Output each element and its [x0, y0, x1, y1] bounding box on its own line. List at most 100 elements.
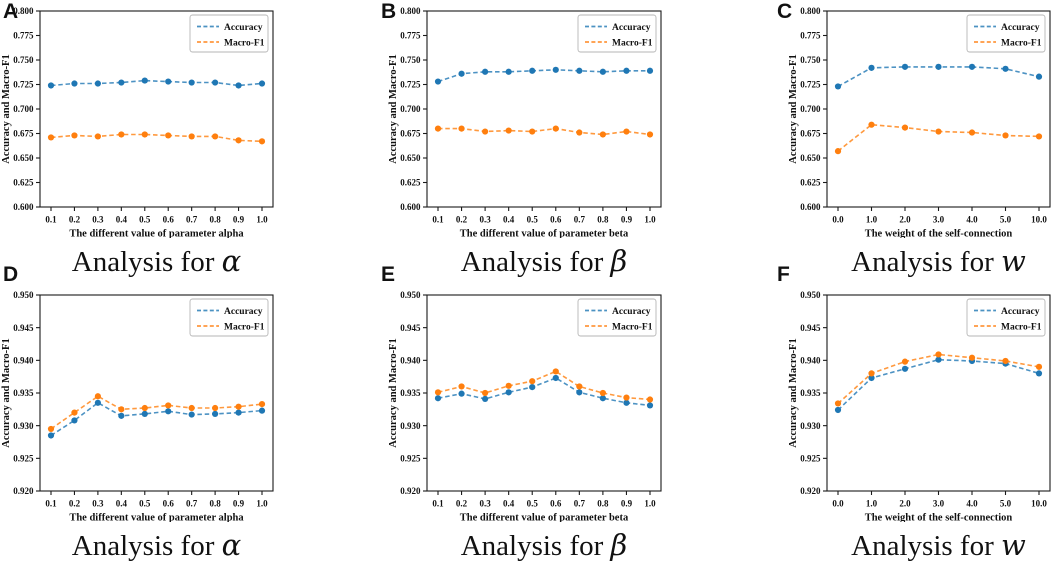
line-chart-w-bottom: 0.920 0.925 0.930 0.935 0.940 0.945 0.950 0.0 1.…	[788, 290, 1051, 523]
svg-text:0.3: 0.3	[479, 499, 491, 509]
y-axis-title: Accuracy and Macro-F1	[388, 338, 399, 447]
series-accuracy	[47, 77, 266, 89]
caption-text: Analysis for	[851, 530, 1001, 562]
x-axis-title: The different value of parameter alpha	[69, 513, 244, 523]
chart-cell-d: D 0.920 0.925 0.930 0.935 0.940 0.945 0.950 0.1…	[0, 264, 350, 568]
x-axis: 0.0 1.0 2.0 3.0 4.0 5.0 10.0	[832, 207, 1047, 225]
panel-label-d: D	[3, 263, 19, 286]
chart-cell-c: C 0.600 0.625 0.650 0.675 0.700 0.725 0.750 0.7…	[702, 0, 1052, 284]
svg-text:0.600: 0.600	[400, 202, 421, 212]
svg-text:2.0: 2.0	[899, 499, 911, 509]
svg-text:0.2: 0.2	[69, 215, 81, 225]
panel-label-c: C	[777, 0, 793, 23]
svg-text:0.650: 0.650	[800, 153, 821, 163]
chart-cell-e: E 0.920 0.925 0.930 0.935 0.940 0.945 0.950 0.1…	[351, 264, 701, 568]
svg-text:0.945: 0.945	[400, 323, 421, 333]
svg-text:0.6: 0.6	[163, 499, 175, 509]
svg-text:0.950: 0.950	[13, 290, 34, 300]
svg-text:1.0: 1.0	[256, 215, 268, 225]
x-axis: 0.1 0.2 0.3 0.4 0.5 0.6 0.7 0.8 0.9 1.0	[45, 491, 268, 509]
y-axis: 0.600 0.625 0.650 0.675 0.700 0.725 0.750 0.775…	[13, 6, 40, 212]
svg-text:4.0: 4.0	[966, 499, 978, 509]
svg-text:0.935: 0.935	[400, 388, 421, 398]
svg-text:1.0: 1.0	[644, 215, 656, 225]
svg-text:0.5: 0.5	[139, 499, 151, 509]
svg-text:0.625: 0.625	[800, 178, 821, 188]
y-axis-title: Accuracy and Macro-F1	[1, 338, 12, 447]
y-axis: 0.920 0.925 0.930 0.935 0.940 0.945 0.950	[400, 290, 427, 496]
panel-label-e: E	[381, 263, 396, 286]
svg-text:0.675: 0.675	[800, 129, 821, 139]
svg-text:0.0: 0.0	[832, 499, 844, 509]
svg-text:3.0: 3.0	[933, 215, 945, 225]
svg-text:0.8: 0.8	[209, 215, 221, 225]
y-axis: 0.920 0.925 0.930 0.935 0.940 0.945 0.950	[800, 290, 827, 496]
svg-text:0.650: 0.650	[400, 153, 421, 163]
x-axis: 0.1 0.2 0.3 0.4 0.5 0.6 0.7 0.8 0.9 1.0	[45, 207, 268, 225]
svg-text:Macro-F1: Macro-F1	[1001, 38, 1042, 48]
svg-text:0.7: 0.7	[574, 499, 586, 509]
svg-text:0.775: 0.775	[800, 31, 821, 41]
svg-text:Accuracy: Accuracy	[224, 307, 263, 317]
svg-text:1.0: 1.0	[644, 499, 656, 509]
series-accuracy	[434, 374, 654, 409]
caption-w-top: Analysis for w	[827, 238, 1050, 284]
svg-text:0.8: 0.8	[209, 499, 221, 509]
legend: Accuracy Macro-F1	[189, 14, 269, 53]
svg-text:Accuracy: Accuracy	[612, 23, 651, 33]
svg-text:0.600: 0.600	[13, 202, 34, 212]
svg-text:0.7: 0.7	[186, 215, 198, 225]
svg-text:0.920: 0.920	[800, 486, 821, 496]
svg-text:0.725: 0.725	[800, 80, 821, 90]
svg-text:0.5: 0.5	[527, 499, 539, 509]
caption-beta-top: Analysis for β	[427, 238, 661, 284]
chart-cell-b: B 0.600 0.625 0.650 0.675 0.700 0.725 0.750 0.7…	[351, 0, 701, 284]
series-macro-f1	[834, 351, 1043, 407]
svg-text:0.925: 0.925	[400, 454, 421, 464]
svg-text:0.945: 0.945	[800, 323, 821, 333]
svg-text:Accuracy: Accuracy	[612, 307, 651, 317]
series-accuracy	[434, 66, 654, 85]
x-axis-title: The weight of the self-connection	[865, 229, 1013, 239]
svg-text:0.1: 0.1	[432, 215, 444, 225]
svg-text:0.5: 0.5	[139, 215, 151, 225]
svg-text:1.0: 1.0	[866, 215, 878, 225]
svg-text:0.600: 0.600	[800, 202, 821, 212]
svg-text:0.750: 0.750	[13, 55, 34, 65]
svg-text:0.1: 0.1	[45, 499, 57, 509]
x-axis: 0.0 1.0 2.0 3.0 4.0 5.0 10.0	[832, 491, 1047, 509]
series-macro-f1	[47, 131, 266, 145]
svg-text:1.0: 1.0	[256, 499, 268, 509]
caption-symbol-beta: β	[610, 528, 628, 562]
caption-symbol-alpha: α	[221, 528, 242, 562]
y-axis-title: Accuracy and Macro-F1	[1, 54, 12, 163]
chart-cell-f: F 0.920 0.925 0.930 0.935 0.940 0.945 0.950 0.0…	[702, 264, 1052, 568]
chart-cell-a: A 0.600 0.625 0.650 0.675 0.700 0.725 0.750 0.7…	[0, 0, 350, 284]
svg-text:0.725: 0.725	[400, 80, 421, 90]
svg-text:0.675: 0.675	[400, 129, 421, 139]
caption-text: Analysis for	[71, 530, 222, 562]
svg-text:0.625: 0.625	[400, 178, 421, 188]
svg-text:0.9: 0.9	[233, 215, 245, 225]
svg-text:0.940: 0.940	[400, 356, 421, 366]
y-axis: 0.600 0.625 0.650 0.675 0.700 0.725 0.750 0.775…	[400, 6, 427, 212]
series-macro-f1	[47, 393, 266, 433]
series-accuracy	[834, 356, 1043, 414]
legend: Accuracy Macro-F1	[966, 14, 1046, 53]
caption-symbol-w: w	[1001, 528, 1026, 562]
svg-text:0.8: 0.8	[597, 215, 609, 225]
svg-text:0.925: 0.925	[13, 454, 34, 464]
caption-alpha-bottom: Analysis for α	[40, 522, 273, 568]
svg-text:0.920: 0.920	[13, 486, 34, 496]
legend: Accuracy Macro-F1	[189, 298, 269, 337]
x-axis-title: The weight of the self-connection	[865, 513, 1013, 523]
y-axis-title: Accuracy and Macro-F1	[788, 54, 799, 163]
svg-text:0.925: 0.925	[800, 454, 821, 464]
legend: Accuracy Macro-F1	[577, 298, 657, 337]
svg-text:0.8: 0.8	[597, 499, 609, 509]
x-axis: 0.1 0.2 0.3 0.4 0.5 0.6 0.7 0.8 0.9 1.0	[432, 207, 656, 225]
svg-text:Macro-F1: Macro-F1	[224, 38, 265, 48]
series-accuracy	[47, 399, 266, 439]
x-axis: 0.1 0.2 0.3 0.4 0.5 0.6 0.7 0.8 0.9 1.0	[432, 491, 656, 509]
svg-text:0.7: 0.7	[186, 499, 198, 509]
